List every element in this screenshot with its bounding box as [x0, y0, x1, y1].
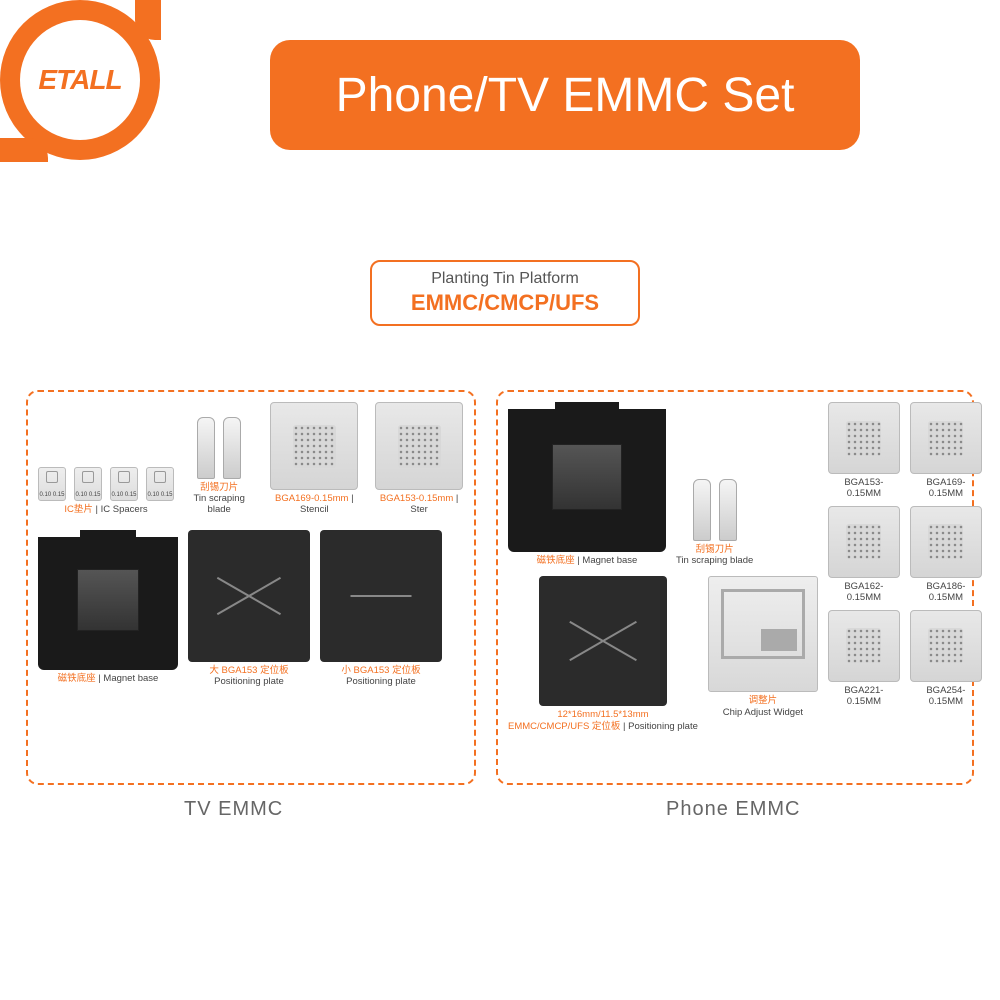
- stencil-bga169: BGA169-0.15mm | Stencil: [264, 402, 364, 516]
- phone-emmc-group: 磁铁底座 | Magnet base 刮锡刀片Tin scraping blad…: [496, 390, 974, 785]
- tv-group-label: TV EMMC: [184, 798, 283, 821]
- page-title: Phone/TV EMMC Set: [336, 68, 795, 123]
- tin-scraping-blade: 刮锡刀片Tin scraping blade: [184, 417, 254, 516]
- spacer-chip: 0.10 0.15: [146, 467, 174, 501]
- ic-spacers: 0.10 0.15 0.10 0.15 0.10 0.15 0.10 0.15 …: [38, 467, 174, 515]
- chip-adjust-widget: 调整片Chip Adjust Widget: [708, 576, 818, 718]
- positioning-plate-small: 小 BGA153 定位板Positioning plate: [320, 530, 442, 688]
- subtitle-box: Planting Tin Platform EMMC/CMCP/UFS: [370, 260, 640, 326]
- stencil-bga162: BGA162-0.15MM: [828, 506, 900, 604]
- brand-name: ETALL: [38, 64, 121, 96]
- positioning-plate-large: 大 BGA153 定位板Positioning plate: [188, 530, 310, 688]
- stencil-bga221: BGA221-0.15MM: [828, 610, 900, 708]
- brand-logo: ETALL: [0, 0, 180, 180]
- spacer-chip: 0.10 0.15: [74, 467, 102, 501]
- stencil-bga153: BGA153-0.15MM: [828, 402, 900, 500]
- stencil-bga186: BGA186-0.15MM: [910, 506, 982, 604]
- subtitle-line1: Planting Tin Platform: [392, 270, 618, 288]
- tin-scraping-blade: 刮锡刀片Tin scraping blade: [676, 479, 753, 567]
- subtitle-line2: EMMC/CMCP/UFS: [392, 290, 618, 316]
- spacer-chip: 0.10 0.15: [110, 467, 138, 501]
- spacer-chip: 0.10 0.15: [38, 467, 66, 501]
- magnet-base: 磁铁底座 | Magnet base: [38, 530, 178, 684]
- positioning-plate: 12*16mm/11.5*13mmEMMC/CMCP/UFS 定位板 | Pos…: [508, 576, 698, 732]
- stencil-bga169: BGA169-0.15MM: [910, 402, 982, 500]
- phone-group-label: Phone EMMC: [666, 798, 801, 821]
- magnet-base: 磁铁底座 | Magnet base: [508, 402, 666, 566]
- title-bar: Phone/TV EMMC Set: [270, 40, 860, 150]
- tv-emmc-group: 0.10 0.15 0.10 0.15 0.10 0.15 0.10 0.15 …: [26, 390, 476, 785]
- stencil-bga254: BGA254-0.15MM: [910, 610, 982, 708]
- stencil-bga153: BGA153-0.15mm | Ster: [374, 402, 464, 516]
- stencil-grid: BGA153-0.15MM BGA169-0.15MM BGA162-0.15M…: [828, 402, 982, 732]
